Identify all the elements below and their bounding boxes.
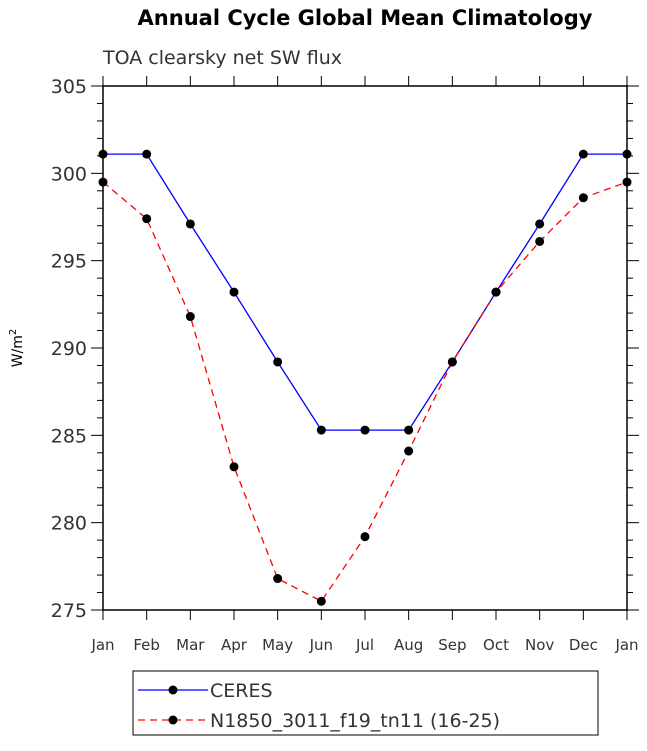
y-tick-label: 305 xyxy=(51,76,87,98)
chart-subtitle: TOA clearsky net SW flux xyxy=(102,47,342,69)
legend-label-1: N1850_3011_f19_tn11 (16-25) xyxy=(210,710,500,732)
x-tick-label: Aug xyxy=(394,636,423,654)
y-axis-label: W/m2 xyxy=(8,329,26,368)
plot-frame xyxy=(102,85,628,611)
data-point-1 xyxy=(491,287,501,297)
data-point-0 xyxy=(273,357,283,367)
x-tick-label: Jun xyxy=(309,636,333,654)
data-point-0 xyxy=(185,219,195,229)
x-tick-label: Sep xyxy=(438,636,466,654)
y-tick-label: 280 xyxy=(51,513,87,535)
data-point-1 xyxy=(535,236,545,246)
data-point-0 xyxy=(404,425,414,435)
data-point-1 xyxy=(142,214,152,224)
data-point-1 xyxy=(273,574,283,584)
data-point-1 xyxy=(316,596,326,606)
x-tick-label: Jan xyxy=(614,636,638,654)
x-tick-label: Jan xyxy=(90,636,114,654)
legend-box xyxy=(132,670,599,736)
data-point-0 xyxy=(578,149,588,159)
legend-marker-0 xyxy=(168,685,178,695)
data-point-0 xyxy=(535,219,545,229)
data-point-1 xyxy=(229,462,239,472)
data-point-1 xyxy=(578,193,588,203)
x-tick-label: Feb xyxy=(133,636,160,654)
x-tick-label: Oct xyxy=(483,636,509,654)
y-tick-label: 275 xyxy=(51,600,87,622)
data-point-1 xyxy=(185,312,195,322)
y-tick-label: 300 xyxy=(51,163,87,185)
data-point-0 xyxy=(98,149,108,159)
data-point-1 xyxy=(622,177,632,187)
data-point-0 xyxy=(360,425,370,435)
data-point-0 xyxy=(142,149,152,159)
legend-marker-1 xyxy=(168,715,178,725)
x-tick-label: Jul xyxy=(355,636,374,654)
x-tick-label: Mar xyxy=(176,636,205,654)
data-point-0 xyxy=(229,287,239,297)
y-axis-label-superscript: 2 xyxy=(8,329,19,335)
y-tick-label: 285 xyxy=(51,425,87,447)
x-tick-label: Nov xyxy=(525,636,554,654)
data-point-1 xyxy=(360,532,370,542)
legend-label-0: CERES xyxy=(210,680,273,702)
y-axis-label-text: W/m xyxy=(10,335,26,367)
series-line-0 xyxy=(103,153,627,431)
y-tick-label: 290 xyxy=(51,338,87,360)
data-point-1 xyxy=(98,177,108,187)
x-tick-label: Dec xyxy=(569,636,598,654)
data-point-0 xyxy=(622,149,632,159)
data-point-0 xyxy=(316,425,326,435)
y-tick-label: 295 xyxy=(51,251,87,273)
data-point-1 xyxy=(447,357,457,367)
chart-title: Annual Cycle Global Mean Climatology xyxy=(138,6,593,30)
x-tick-label: May xyxy=(262,636,293,654)
x-tick-label: Apr xyxy=(221,636,248,654)
data-point-1 xyxy=(404,446,414,456)
